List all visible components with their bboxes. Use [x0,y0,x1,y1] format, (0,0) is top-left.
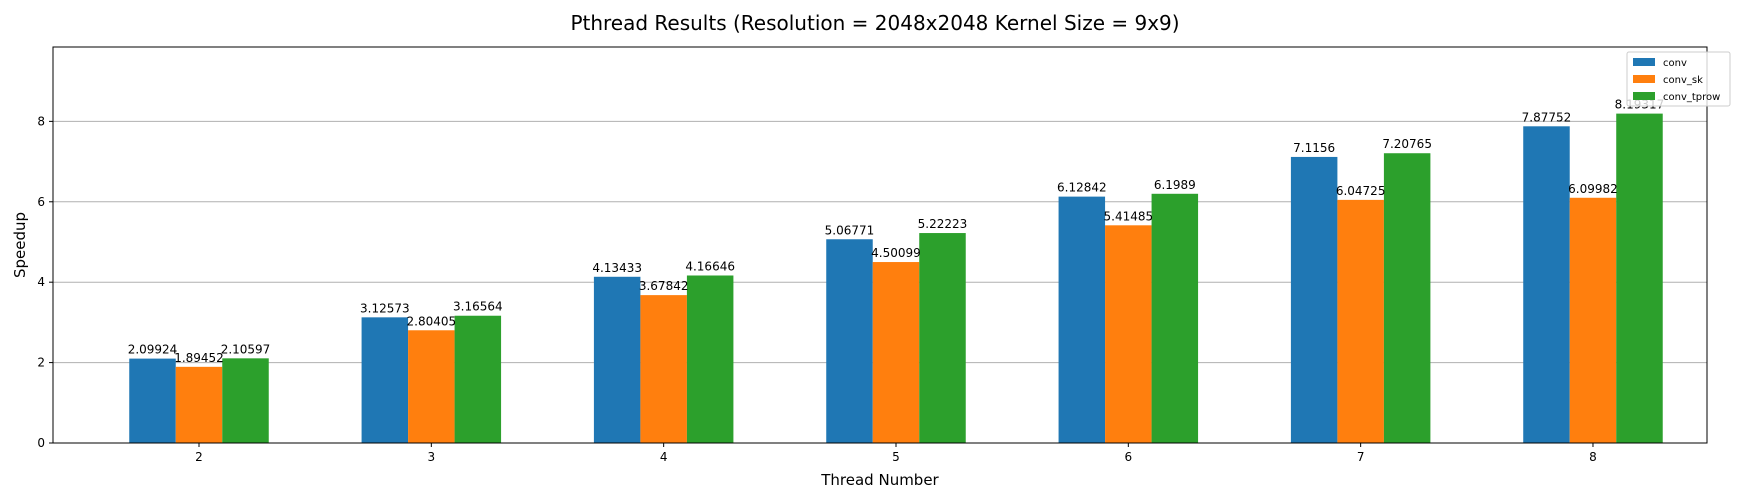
data-label: 5.06771 [825,223,875,237]
data-label: 7.87752 [1522,110,1572,124]
bar-conv [1290,156,1338,443]
plot-frame [52,46,1708,444]
data-label: 6.04725 [1336,184,1386,198]
data-label: 4.16646 [685,259,735,273]
bar-conv [1523,126,1570,443]
bars [129,113,1663,443]
data-label: 3.67842 [639,279,689,293]
legend-label: conv_sk [1663,75,1703,86]
bar-conv_tprow [1151,193,1199,443]
y-axis-label: Speedup [11,212,29,278]
x-tick-label: 4 [660,450,668,464]
x-tick-label: 7 [1357,450,1365,464]
chart-title: Pthread Results (Resolution = 2048x2048 … [570,11,1179,35]
legend-swatch [1633,75,1655,83]
y-tick-label: 2 [37,356,45,370]
x-tick-label: 6 [1124,450,1132,464]
legend-swatch [1633,92,1655,100]
data-label: 2.10597 [221,342,271,356]
x-tick-label: 3 [428,450,436,464]
data-label: 4.13433 [592,261,642,275]
data-label: 6.1989 [1154,178,1196,192]
bar-conv [826,239,873,443]
y-tick-label: 6 [37,195,45,209]
data-label: 6.12842 [1057,181,1107,195]
bar-conv [1058,196,1106,443]
data-label: 3.16564 [453,300,503,314]
x-tick-label: 2 [195,450,203,464]
bar-conv_tprow [1616,113,1663,443]
bar-conv [361,317,409,443]
data-label: 7.1156 [1293,141,1335,155]
data-label: 7.20765 [1382,137,1432,151]
y-tick-label: 8 [37,114,45,128]
bar-conv_tprow [222,358,269,443]
legend-label: conv [1663,58,1687,69]
y-ticks: 0 2 4 6 8 [37,114,53,450]
bar-conv_tprow [686,275,734,443]
bar-conv_sk [1569,197,1617,443]
legend-swatch [1633,58,1655,66]
bar-conv [593,276,641,443]
bar-conv_sk [408,330,455,443]
bar-conv_sk [1105,225,1152,443]
legend: conv conv_sk conv_tprow [1626,51,1731,107]
x-tick-label: 8 [1589,450,1597,464]
data-label: 3.12573 [360,301,410,315]
x-ticks: 2 3 4 5 6 7 8 [195,443,1597,464]
x-axis-label: Thread Number [820,471,939,489]
bar-conv_sk [1337,199,1384,443]
legend-label: conv_tprow [1663,92,1720,103]
bar-conv [129,358,176,443]
y-tick-label: 4 [37,275,45,289]
y-tick-label: 0 [37,436,45,450]
data-label: 5.41485 [1104,209,1154,223]
bar-conv_tprow [454,315,502,443]
bar-conv_sk [640,295,687,443]
bar-conv_sk [872,262,920,443]
bar-conv_sk [175,366,223,443]
data-label: 5.22223 [918,217,968,231]
bar-conv_tprow [919,233,966,443]
data-label: 1.89452 [174,351,224,365]
x-tick-label: 5 [892,450,900,464]
data-label: 4.50099 [871,246,921,260]
data-label: 2.09924 [128,343,178,357]
data-label: 2.80405 [407,314,457,328]
data-label: 6.09982 [1568,182,1618,196]
bar-conv_tprow [1383,153,1431,443]
